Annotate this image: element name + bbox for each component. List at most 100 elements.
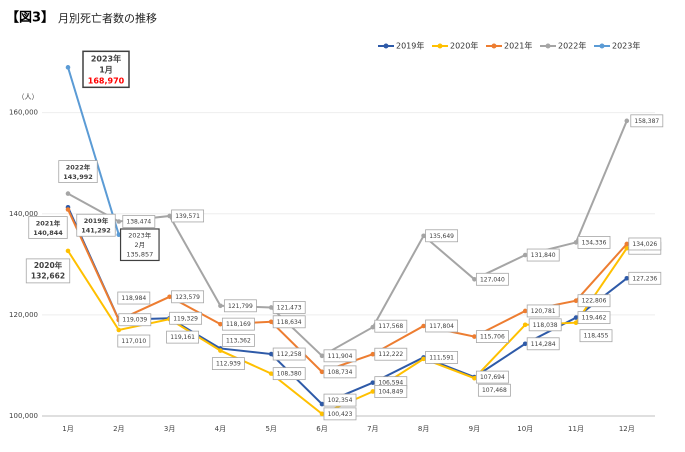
legend-label: 2019年 [396,41,424,51]
data-label: 117,010 [121,338,146,345]
data-label: 118,455 [584,333,609,340]
data-label: 118,038 [533,322,558,329]
data-point [522,341,528,347]
data-label: 2023年 [91,53,121,63]
y-tick-label: 100,000 [9,412,38,420]
label-box [526,248,560,262]
label-box [425,229,459,243]
data-point [624,241,630,247]
x-tick-label: 1月 [62,425,73,433]
data-label: 140,844 [33,229,63,237]
label-box [272,367,306,381]
data-label-box: 158,387 [630,114,664,128]
data-label-box: 107,694 [475,370,509,384]
label-box [323,407,357,421]
data-point [472,375,477,381]
label-box [272,315,306,329]
label-box [577,236,611,249]
data-label-box: 119,039 [118,313,152,327]
label-box [119,228,160,262]
data-label: 102,354 [328,397,353,404]
data-label: 119,161 [170,334,195,341]
data-point [522,308,528,314]
legend-label: 2022年 [558,41,586,51]
data-label: 135,649 [429,233,454,240]
data-point [268,319,274,325]
x-tick-label: 6月 [316,425,327,433]
label-box [630,114,664,128]
legend-marker [599,43,605,49]
data-label: 117,568 [378,323,403,330]
data-label: 112,222 [378,351,403,358]
x-tick-label: 4月 [215,425,226,433]
data-label: 118,634 [277,319,302,326]
data-label: 119,329 [173,315,198,322]
label-box [577,294,611,308]
data-label-box: 138,474 [122,215,156,228]
data-label: 113,362 [226,337,251,344]
chart-title: 月別死亡者数の推移 [58,11,157,25]
data-label: 132,662 [31,272,65,281]
label-box [221,317,255,331]
data-point [116,232,122,238]
data-label: 158,387 [634,118,659,125]
legend-marker [545,43,551,49]
data-point [421,233,426,239]
data-point [573,298,579,304]
data-point [65,191,71,196]
data-label-box: 102,354 [323,393,357,407]
x-tick-label: 8月 [418,425,429,433]
label-box [221,334,255,347]
data-point [116,327,122,333]
label-box [577,311,611,325]
legend-label: 2021年 [504,41,532,51]
y-unit: （人） [18,93,39,101]
data-point [624,276,630,281]
data-point [65,207,71,212]
x-tick-label: 11月 [568,425,584,433]
label-box [628,271,662,285]
data-label-box: 118,455 [579,329,613,343]
data-label: 127,040 [480,276,505,283]
data-point [573,320,579,325]
x-tick-label: 5月 [265,425,276,433]
data-label-box: 135,649 [425,229,459,243]
data-point [319,411,325,417]
data-point [319,401,325,407]
data-point [268,305,274,310]
data-label: 108,380 [277,371,302,378]
data-label: 112,258 [277,351,302,358]
legend-label: 2020年 [450,41,478,51]
data-point [268,371,274,376]
data-label-box: 119,161 [166,330,200,344]
data-label-box: 2021年 140,844 [28,216,68,239]
data-label-box: 112,939 [211,357,245,370]
label-box [477,383,511,397]
x-tick-label: 10月 [517,425,533,433]
data-label-box: 131,840 [526,248,560,262]
data-label-box: 111,591 [425,351,459,364]
x-tick-label: 12月 [619,425,635,433]
series-line [67,67,120,236]
data-point [421,356,426,362]
data-label-box: 117,568 [374,319,408,333]
data-point [573,315,579,320]
data-label-box: 113,362 [221,334,255,347]
y-tick-label: 120,000 [9,311,38,319]
data-label-box: 117,010 [117,334,151,348]
data-label: 135,857 [126,251,153,259]
data-point [268,351,274,357]
data-label: 2020年 [34,260,63,270]
y-tick-label: 160,000 [9,109,38,117]
data-label-box: 123,579 [171,290,205,304]
data-point [167,294,172,300]
data-label-box: 127,040 [475,272,509,286]
label-box [526,337,560,351]
data-label: 121,799 [228,303,253,310]
legend-marker [491,43,497,49]
data-label-box: 112,222 [374,347,408,361]
label-box [374,385,408,398]
data-label: 112,939 [216,361,241,368]
